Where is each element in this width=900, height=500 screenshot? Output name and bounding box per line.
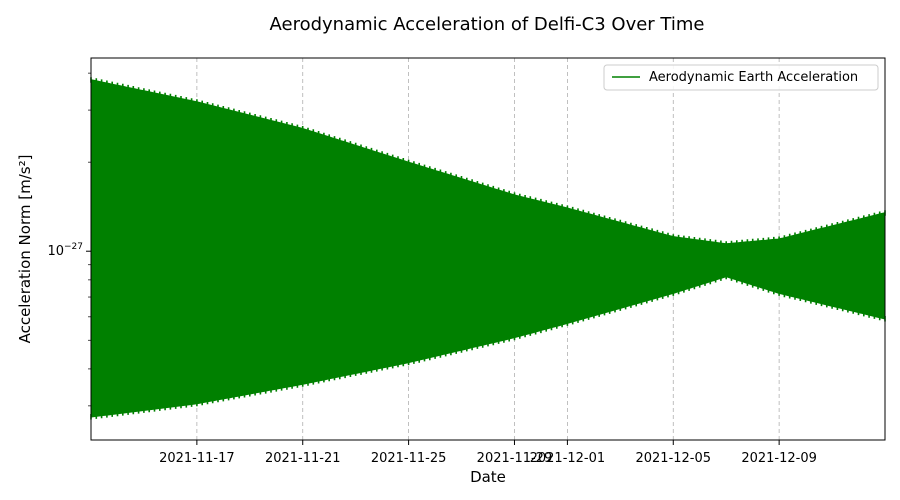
legend-box [603, 64, 879, 91]
x-tick-label: 2021-11-21 [265, 451, 341, 466]
plot-frame [90, 57, 886, 441]
x-tick-label: 2021-12-01 [530, 451, 606, 466]
chart-title: Aerodynamic Acceleration of Delfi-C3 Ove… [270, 14, 705, 35]
x-tick-label: 2021-11-29 [477, 451, 553, 466]
x-tick-label: 2021-11-25 [371, 451, 447, 466]
y-tick-label: 10−27 [47, 242, 83, 259]
series-band [90, 77, 886, 420]
x-axis-label: Date [470, 468, 506, 486]
x-tick-label: 2021-12-05 [635, 451, 711, 466]
legend-entry-label: Aerodynamic Earth Acceleration [649, 70, 858, 85]
axis-ticks: 2021-11-17 2021-11-21 2021-11-25 2021-11-29… [47, 72, 817, 466]
y-axis-label: Acceleration Norm [m/s²] [16, 155, 34, 344]
x-tick-label: 2021-12-09 [741, 451, 817, 466]
legend: Aerodynamic Earth Acceleration [603, 64, 879, 91]
x-tick-label: 2021-11-17 [159, 451, 235, 466]
